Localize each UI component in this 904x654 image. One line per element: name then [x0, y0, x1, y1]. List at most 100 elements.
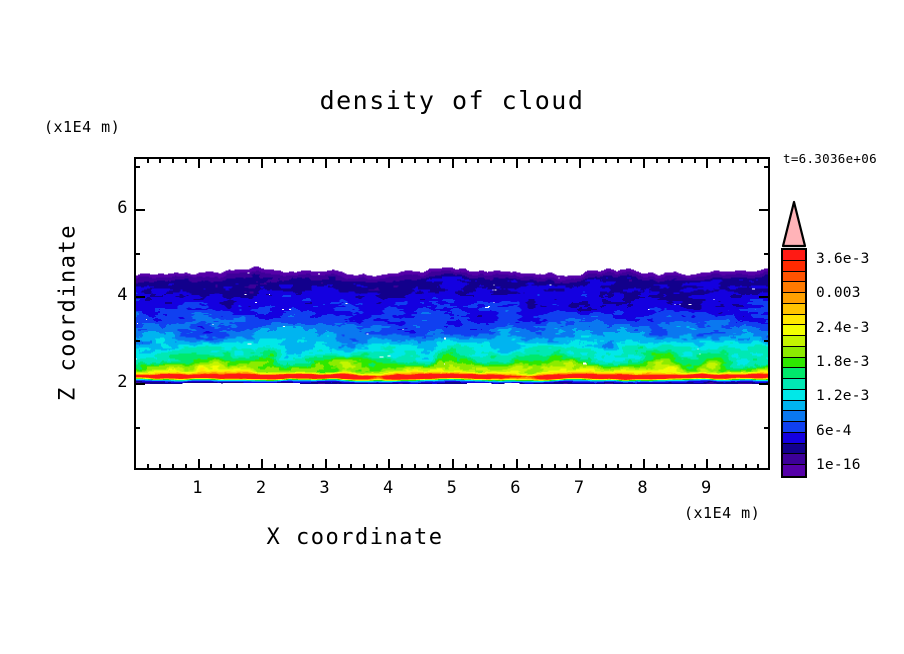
tick-mark [477, 157, 480, 163]
tick-mark [719, 157, 722, 163]
x-tick-label: 3 [319, 478, 331, 498]
colorbar-band [783, 357, 805, 369]
tick-mark [159, 157, 162, 163]
tick-mark [642, 157, 645, 168]
tick-mark [591, 157, 594, 163]
x-tick-label: 4 [383, 478, 394, 498]
y-tick-label: 4 [117, 285, 128, 306]
tick-mark [477, 464, 480, 470]
tick-mark [706, 459, 709, 470]
colorbar-label: 1.2e-3 [816, 388, 870, 405]
tick-mark [388, 157, 391, 168]
tick-mark [401, 464, 404, 470]
colorbar-band [783, 293, 805, 304]
colorbar-band [783, 346, 805, 358]
colorbar-band [783, 411, 805, 422]
tick-mark [312, 157, 315, 163]
colorbar-band [783, 303, 805, 315]
tick-mark [764, 339, 770, 342]
tick-mark [210, 157, 213, 163]
tick-mark [426, 157, 429, 163]
colorbar-label: 0.003 [816, 285, 861, 302]
tick-mark [375, 464, 378, 470]
tick-mark [452, 459, 454, 470]
colorbar-band [783, 389, 805, 401]
x-tick-label: 1 [192, 478, 203, 498]
tick-mark [764, 252, 770, 255]
contour-plot-area [134, 157, 770, 470]
tick-mark [172, 157, 175, 163]
tick-mark [235, 464, 238, 470]
tick-mark [668, 157, 671, 163]
tick-mark [388, 459, 391, 470]
y-tick-label: 2 [117, 372, 128, 393]
tick-mark [362, 464, 365, 470]
tick-mark [452, 157, 454, 168]
tick-mark [680, 157, 683, 163]
tick-mark [693, 157, 696, 163]
tick-mark [502, 157, 505, 163]
tick-mark [630, 464, 633, 470]
x-axis-title: X coordinate [266, 525, 444, 550]
tick-mark [324, 157, 327, 168]
y-axis-title: Z coordinate [55, 224, 81, 401]
tick-mark [299, 464, 302, 470]
colorbar-band [783, 432, 805, 444]
tick-mark [731, 464, 734, 470]
tick-mark [337, 157, 340, 163]
tick-mark [184, 157, 187, 163]
tick-mark [541, 464, 544, 470]
tick-mark [566, 464, 569, 470]
time-annotation: t=6.3036e+06 [783, 151, 877, 166]
y-tick-label: 6 [117, 198, 128, 219]
colorbar-band [783, 400, 805, 412]
tick-mark [235, 157, 238, 163]
tick-mark [541, 157, 544, 163]
tick-mark [146, 464, 149, 470]
tick-mark [464, 157, 467, 163]
tick-mark [680, 464, 683, 470]
tick-mark [744, 464, 747, 470]
colorbar-label: 1e-16 [816, 457, 861, 473]
tick-mark [413, 464, 416, 470]
colorbar-band [783, 271, 805, 283]
tick-mark [286, 157, 289, 163]
colorbar-band [783, 368, 805, 379]
tick-mark [706, 157, 709, 168]
tick-mark [604, 157, 607, 163]
colorbar-band [783, 325, 805, 336]
tick-mark [744, 157, 747, 163]
colorbar-band [783, 336, 805, 347]
tick-mark [134, 209, 145, 212]
tick-mark [426, 464, 429, 470]
density-field-image [136, 159, 768, 468]
tick-mark [439, 464, 442, 470]
tick-mark [617, 464, 620, 470]
colorbar-band [783, 260, 805, 272]
tick-mark [515, 157, 518, 168]
colorbar-band [783, 443, 805, 455]
tick-mark [642, 459, 645, 470]
tick-mark [261, 459, 264, 470]
tick-mark [604, 464, 607, 470]
tick-mark [759, 383, 770, 386]
tick-mark [759, 296, 770, 299]
x-tick-label: 7 [573, 478, 585, 498]
tick-mark [401, 157, 404, 163]
tick-mark [655, 157, 658, 163]
tick-mark [248, 157, 251, 163]
tick-mark [184, 464, 187, 470]
tick-mark [515, 459, 518, 470]
colorbar-label: 1.8e-3 [816, 354, 870, 370]
colorbar-label: 3.6e-3 [816, 251, 870, 267]
tick-mark [759, 209, 770, 212]
colorbar-band [783, 379, 805, 390]
tick-mark [764, 426, 770, 429]
tick-mark [261, 157, 264, 168]
colorbar-label: 6e-4 [816, 422, 852, 439]
tick-mark [655, 464, 658, 470]
tick-mark [490, 464, 493, 470]
colorbar[interactable] [781, 248, 807, 478]
tick-mark [286, 464, 289, 470]
colorbar-band [783, 250, 805, 261]
